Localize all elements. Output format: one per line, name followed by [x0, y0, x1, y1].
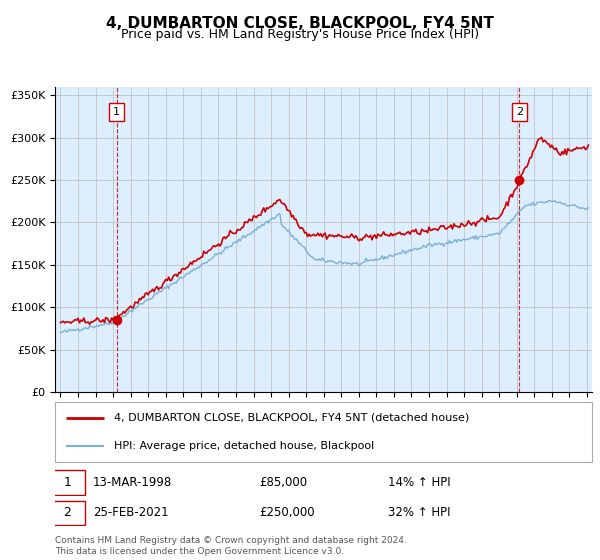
Text: 2: 2 — [516, 107, 523, 117]
Text: 2: 2 — [64, 506, 71, 520]
Text: Contains HM Land Registry data © Crown copyright and database right 2024.
This d: Contains HM Land Registry data © Crown c… — [55, 536, 407, 556]
Text: 4, DUMBARTON CLOSE, BLACKPOOL, FY4 5NT: 4, DUMBARTON CLOSE, BLACKPOOL, FY4 5NT — [106, 16, 494, 31]
Text: HPI: Average price, detached house, Blackpool: HPI: Average price, detached house, Blac… — [114, 441, 374, 451]
Text: 25-FEB-2021: 25-FEB-2021 — [93, 506, 169, 520]
FancyBboxPatch shape — [55, 402, 592, 462]
Text: 32% ↑ HPI: 32% ↑ HPI — [388, 506, 451, 520]
Text: £85,000: £85,000 — [259, 475, 307, 489]
Text: Price paid vs. HM Land Registry's House Price Index (HPI): Price paid vs. HM Land Registry's House … — [121, 28, 479, 41]
Text: 1: 1 — [113, 107, 120, 117]
Text: 14% ↑ HPI: 14% ↑ HPI — [388, 475, 451, 489]
FancyBboxPatch shape — [50, 470, 85, 494]
FancyBboxPatch shape — [50, 501, 85, 525]
Text: 13-MAR-1998: 13-MAR-1998 — [93, 475, 172, 489]
Text: £250,000: £250,000 — [259, 506, 315, 520]
Text: 1: 1 — [64, 475, 71, 489]
Text: 4, DUMBARTON CLOSE, BLACKPOOL, FY4 5NT (detached house): 4, DUMBARTON CLOSE, BLACKPOOL, FY4 5NT (… — [114, 413, 470, 423]
